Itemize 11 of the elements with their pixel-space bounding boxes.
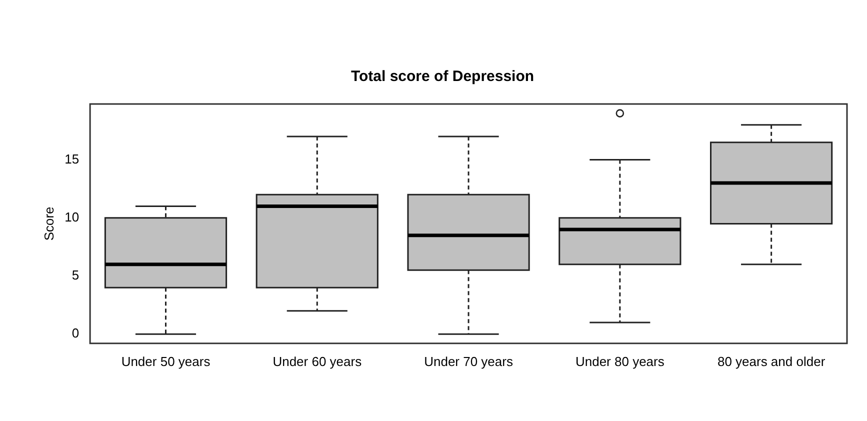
y-axis-title: Score (41, 206, 56, 241)
chart-title: Total score of Depression (350, 68, 534, 86)
x-tick-label: Under 60 years (272, 354, 362, 369)
y-tick-label: 0 (72, 326, 80, 341)
x-tick-label: 80 years and older (717, 354, 826, 369)
x-tick-label: Under 80 years (575, 354, 665, 369)
x-tick-label: Under 70 years (424, 354, 514, 369)
y-tick-label: 15 (64, 151, 80, 166)
y-tick-label: 5 (72, 268, 80, 283)
y-tick-label: 10 (64, 209, 80, 224)
x-tick-label: Under 50 years (121, 354, 211, 369)
